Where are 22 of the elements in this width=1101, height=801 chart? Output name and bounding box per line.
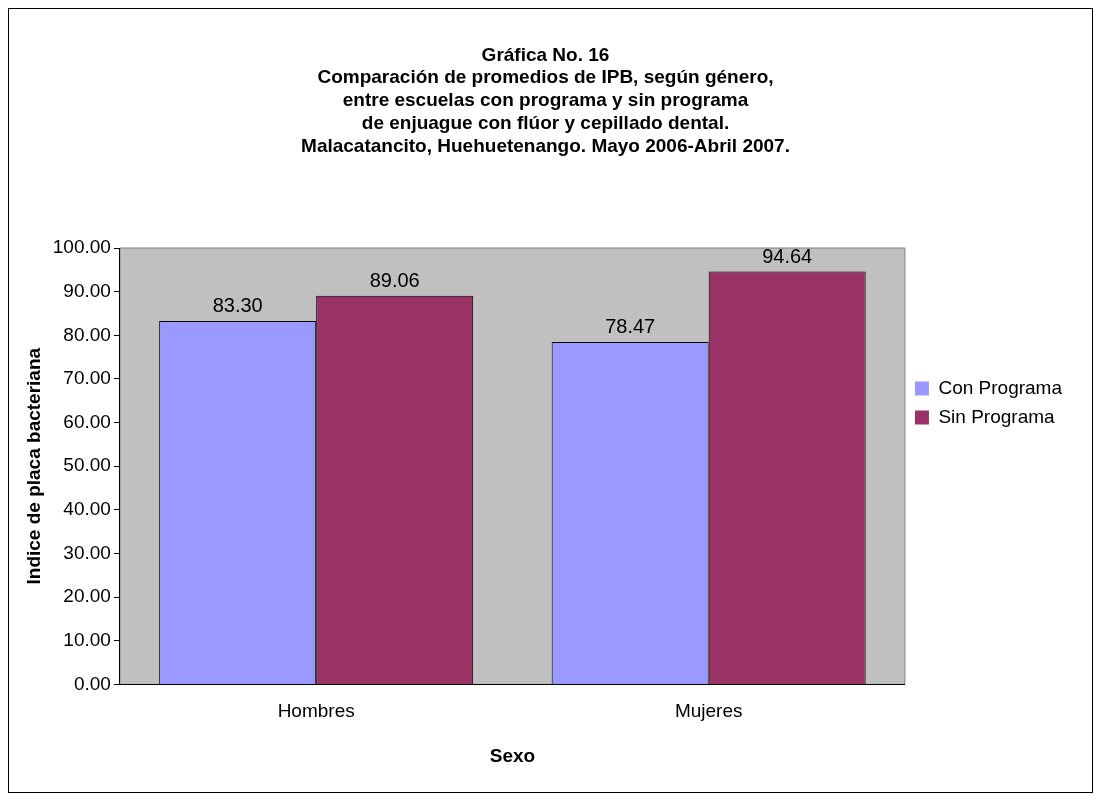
x-tick-label: Mujeres — [674, 700, 743, 722]
data-label: 89.06 — [369, 269, 420, 292]
y-axis-title: Indice de placa bacteriana — [22, 347, 44, 585]
y-tick-label: 30.00 — [63, 541, 111, 563]
y-tick-label: 20.00 — [63, 585, 111, 607]
y-tick-label: 10.00 — [63, 628, 111, 650]
y-tick-label: 90.00 — [63, 279, 111, 301]
chart-title: Gráfica No. 16 Comparación de promedios de IPB, según género, entre escuelas con programa y sin programa de enjuague con flúor y cepillado dental. Malacatancito, Huehuetenango. Mayo 2006-Abril 2007. — [301, 43, 790, 156]
x-axis-title: Sexo — [489, 744, 536, 766]
y-tick-label: 100.00 — [52, 236, 111, 258]
x-tick-label: Hombres — [277, 700, 355, 722]
y-tick-label: 70.00 — [63, 367, 111, 389]
y-tick-label: 50.00 — [63, 454, 111, 476]
y-tick-label: 60.00 — [63, 410, 111, 432]
y-tick-label: 80.00 — [63, 323, 111, 345]
legend-label: Con Programa — [938, 376, 1063, 398]
data-label: 83.30 — [212, 294, 263, 317]
legend-label: Sin Programa — [938, 405, 1056, 427]
data-label: 78.47 — [605, 315, 656, 338]
y-tick-label: 0.00 — [73, 672, 111, 694]
y-tick-label: 40.00 — [63, 498, 111, 520]
data-label: 94.64 — [762, 244, 813, 267]
